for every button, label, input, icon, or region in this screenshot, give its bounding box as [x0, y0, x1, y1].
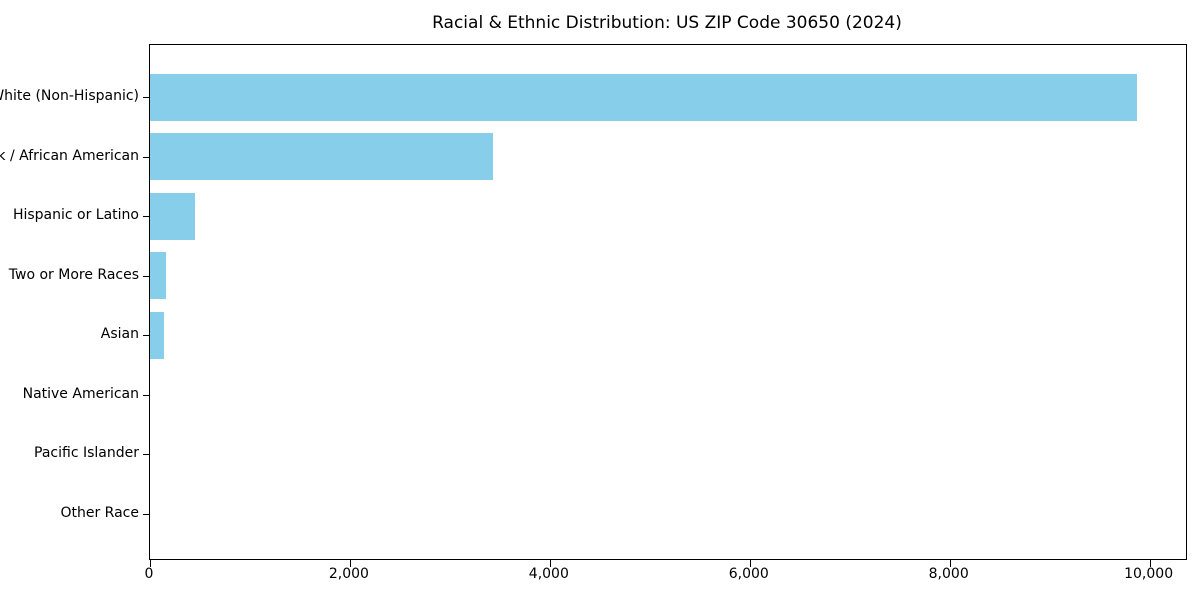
x-axis-tick [349, 560, 351, 567]
y-axis-label-hispanic-or-latino: Hispanic or Latino [12, 207, 139, 223]
y-axis-tick [143, 275, 150, 277]
x-axis-tick-label: 4,000 [528, 566, 569, 582]
x-axis-tick [1149, 560, 1151, 567]
x-axis-tick [749, 560, 751, 567]
y-axis-tick [143, 454, 150, 455]
y-axis-label-two-or-more-races: Two or More Races [8, 266, 139, 283]
y-axis-label-pacific-islander: Pacific Islander [34, 445, 139, 461]
x-axis-tick-label: 6,000 [728, 566, 769, 582]
x-axis-labels: 0 2,000 4,000 6,000 8,000 10,000 [145, 566, 1185, 586]
plot-area [143, 44, 1187, 567]
x-axis-tick [549, 560, 551, 567]
chart-title: Racial & Ethnic Distribution: US ZIP Cod… [432, 13, 902, 33]
y-axis-label-native-american: Native American [22, 385, 139, 402]
bar-asian [150, 311, 164, 359]
y-axis-label-other-race: Other Race [60, 504, 139, 521]
y-axis-tick [143, 513, 150, 515]
x-axis-tick-label: 10,000 [1124, 566, 1174, 582]
x-axis-tick [949, 560, 951, 567]
y-axis-tick [143, 335, 150, 336]
x-axis-tick-label: 2,000 [328, 566, 369, 582]
bar-hispanic-or-latino [150, 192, 195, 240]
x-axis-tick-label: 0 [144, 566, 154, 582]
y-axis-tick [143, 216, 150, 217]
y-axis-label-black-african-american: Black / African American [0, 147, 139, 164]
x-axis-tick-label: 8,000 [928, 566, 969, 582]
x-axis-tick [150, 560, 151, 567]
y-axis-label-white-non-hispanic: White (Non-Hispanic) [0, 88, 139, 104]
bar-two-or-more-races [150, 252, 166, 299]
y-axis-labels: White (Non-Hispanic) Black / African Amer… [0, 44, 139, 558]
y-axis-tick [143, 156, 150, 158]
y-axis-tick [143, 394, 150, 396]
bar-black-african-american [150, 133, 493, 180]
bar-white-non-hispanic [150, 73, 1137, 121]
y-axis-label-asian: Asian [100, 326, 139, 342]
y-axis-tick [143, 97, 150, 98]
